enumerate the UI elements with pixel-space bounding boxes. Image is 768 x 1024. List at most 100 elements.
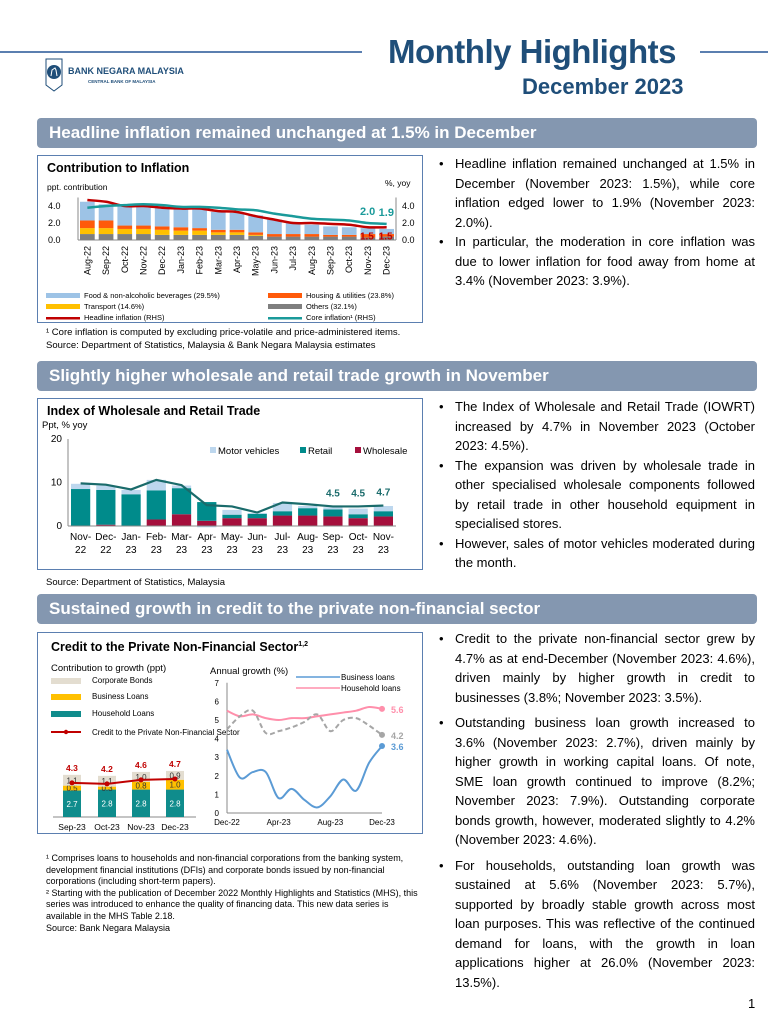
bar-segment (173, 227, 189, 231)
y-tick-label: 0 (215, 809, 220, 818)
x-tick-label: Sep- (322, 532, 343, 543)
bar-segment (192, 234, 207, 240)
bar-segment (229, 212, 245, 230)
x-tick-label: Jul- (274, 532, 290, 543)
x-tick-label: 23 (176, 545, 188, 556)
data-label: 4.6 (135, 760, 147, 770)
bar-segment (341, 236, 357, 240)
y-axis-label: Ppt, % yoy (42, 420, 88, 431)
legend-swatch (51, 711, 81, 717)
y-tick-label: 1 (215, 790, 220, 799)
bar-segment (248, 234, 264, 236)
bar-segment (348, 514, 368, 519)
x-tick-label: 23 (126, 545, 138, 556)
data-label: 0.5 (66, 784, 78, 793)
data-label: 0.9 (169, 771, 181, 780)
end-marker (379, 743, 385, 750)
bar-segment (323, 507, 343, 510)
bar-segment (247, 513, 267, 519)
x-tick-label: 23 (252, 545, 264, 556)
bar-segment (132, 789, 150, 817)
legend-label: Credit to the Private Non-Financial Sect… (92, 728, 240, 737)
bar-segment (96, 489, 116, 525)
bar-segment (98, 234, 114, 240)
bar-segment (272, 511, 293, 516)
bar-segment (98, 220, 114, 229)
x-tick-label: Nov-22 (138, 246, 148, 275)
data-label: 1.5 (379, 231, 393, 242)
bar-segment (173, 208, 189, 228)
series-line (87, 198, 387, 229)
note-line: ² Starting with the publication of Decem… (46, 887, 418, 921)
bar-segment (267, 236, 282, 240)
x-tick-label: Oct-23 (94, 822, 120, 832)
x-tick-label: 23 (327, 545, 339, 556)
y-tick-label: 0 (56, 521, 62, 532)
data-label: 4.3 (66, 763, 78, 773)
data-label: 2.8 (135, 799, 147, 808)
inflation-plot: 0.0 0.0 2.0 2.0 4.0 4.0 Aug-22 Sep-22 Oct-22 Nov-… (46, 197, 415, 322)
bar-segment (341, 234, 357, 237)
legend-label: Household Loans (92, 709, 154, 718)
bar-segment (267, 234, 282, 237)
bar-segment (272, 502, 293, 512)
bar-segment (247, 518, 267, 526)
bar-segment (248, 235, 264, 240)
bar-segment (192, 209, 207, 229)
section-heading-trade: Slightly higher wholesale and retail tra… (37, 361, 757, 391)
legend-label: Business loans (341, 673, 395, 682)
bar-segment (323, 226, 338, 235)
bar-segment (210, 229, 226, 233)
bullets-credit: Credit to the private non-financial sect… (437, 629, 755, 992)
legend-label: Household loans (341, 684, 401, 693)
data-label: 4.2 (101, 764, 113, 774)
data-label: 1.9 (379, 207, 394, 219)
total-line (80, 478, 384, 514)
end-label: 3.6 (391, 742, 404, 752)
data-label: 2.8 (101, 799, 113, 808)
section-heading-inflation: Headline inflation remained unchanged at… (37, 118, 757, 148)
x-tick-label: Apr-23 (267, 818, 292, 827)
data-label: 1.0 (135, 773, 147, 782)
data-label: 2.7 (66, 800, 78, 809)
bar-segment (323, 516, 343, 526)
chart-subtitle: Contribution to growth (ppt) (51, 663, 167, 674)
series-line (87, 203, 387, 226)
bar-segment (323, 236, 338, 240)
x-tick-label: Jun-23 (269, 246, 279, 274)
legend-label: Others (32.1%) (306, 302, 357, 311)
y-tick-label: 2 (215, 772, 220, 781)
page-title: Monthly Highlights (388, 33, 676, 70)
bar-segment (166, 779, 184, 790)
bullet: However, sales of motor vehicles moderat… (437, 534, 755, 573)
legend-swatch (210, 447, 216, 453)
bar-segment (323, 234, 338, 237)
bar-segment (285, 222, 301, 235)
chart-title: Index of Wholesale and Retail Trade (47, 404, 261, 418)
bar-segment (192, 230, 207, 235)
bar-segment (154, 226, 170, 230)
x-tick-label: Oct-22 (120, 246, 130, 273)
bullet: Headline inflation remained unchanged at… (437, 154, 755, 232)
bar-segment (210, 232, 226, 235)
credit-line (71, 777, 176, 785)
end-label: 4.2 (391, 731, 404, 741)
end-marker (379, 731, 385, 738)
bar-segment (248, 215, 264, 233)
x-tick-label: Dec- (95, 532, 116, 543)
x-tick-label: Mar- (171, 532, 192, 543)
legend-label: Housing & utilities (23.8%) (306, 291, 394, 300)
y-axis-label: ppt. contribution (47, 182, 108, 192)
legend-swatch (51, 694, 81, 700)
data-label: 4.7 (169, 759, 181, 769)
y-tick-label-right: 2.0 (402, 218, 415, 228)
y-tick-label: 4.0 (48, 201, 61, 211)
legend-swatch (46, 317, 80, 320)
legend-label: Headline inflation (RHS) (84, 313, 165, 322)
bar-segment (304, 224, 320, 235)
bar-segment (323, 509, 343, 517)
page-subtitle: December 2023 (522, 74, 684, 99)
bar-segment (171, 488, 192, 515)
y-axis-label-right: %, yoy (385, 178, 411, 188)
x-tick-label: May- (221, 532, 243, 543)
